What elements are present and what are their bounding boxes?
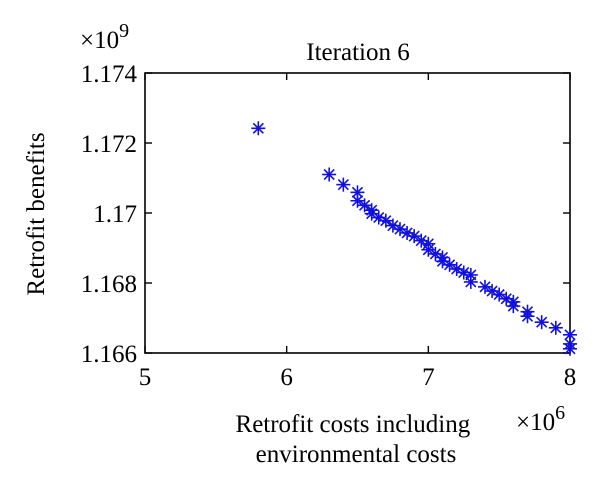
plot-area xyxy=(144,72,571,354)
data-point xyxy=(563,341,577,356)
y-tick-label: 1.166 xyxy=(81,341,137,368)
x-exponent-base: ×10 xyxy=(516,409,555,436)
data-point xyxy=(548,320,563,335)
x-tick-label: 7 xyxy=(422,364,435,391)
x-axis-exponent: ×106 xyxy=(516,402,565,436)
y-tick-label: 1.168 xyxy=(81,271,137,298)
data-point xyxy=(350,193,365,208)
x-axis-title-line-2: environmental costs xyxy=(256,441,457,468)
x-tick-label: 5 xyxy=(139,364,152,391)
data-point xyxy=(456,265,471,280)
x-exponent-power: 6 xyxy=(555,402,565,424)
chart-title: Iteration 6 xyxy=(306,39,409,66)
data-point xyxy=(520,309,535,324)
data-point xyxy=(364,206,379,221)
y-tick-label: 1.174 xyxy=(81,61,138,88)
x-tick-label: 6 xyxy=(280,364,293,391)
svg-text:×109: ×109 xyxy=(80,20,129,54)
data-point xyxy=(534,315,549,330)
data-point xyxy=(421,242,436,257)
svg-text:×106: ×106 xyxy=(516,402,565,436)
data-point xyxy=(478,279,492,294)
y-exponent-base: ×10 xyxy=(80,27,119,54)
plot-frame-box xyxy=(144,72,571,354)
data-point xyxy=(336,177,351,192)
y-exponent-power: 9 xyxy=(119,20,129,42)
data-points xyxy=(251,121,577,356)
data-point xyxy=(442,257,457,272)
data-point xyxy=(407,229,422,244)
data-point xyxy=(506,299,521,314)
data-point xyxy=(322,167,337,182)
x-axis-title-line-1: Retrofit costs including xyxy=(236,411,471,438)
data-point xyxy=(492,287,507,302)
data-point xyxy=(251,121,266,136)
data-point xyxy=(357,198,372,213)
data-point xyxy=(393,222,407,237)
x-tick-label: 8 xyxy=(564,364,577,391)
y-tick-label: 1.172 xyxy=(81,131,137,158)
y-axis-exponent: ×109 xyxy=(80,20,129,54)
y-tick-label: 1.17 xyxy=(93,201,137,228)
y-axis-title: Retrofit benefits xyxy=(23,132,50,295)
axis-ticks: 5 6 7 8 1.166 1.168 1.17 1.172 1.174 xyxy=(81,61,577,391)
data-point xyxy=(378,213,393,228)
data-point xyxy=(350,185,365,200)
data-point xyxy=(463,274,478,289)
x-axis-title: Retrofit costs including environmental c… xyxy=(236,411,477,468)
